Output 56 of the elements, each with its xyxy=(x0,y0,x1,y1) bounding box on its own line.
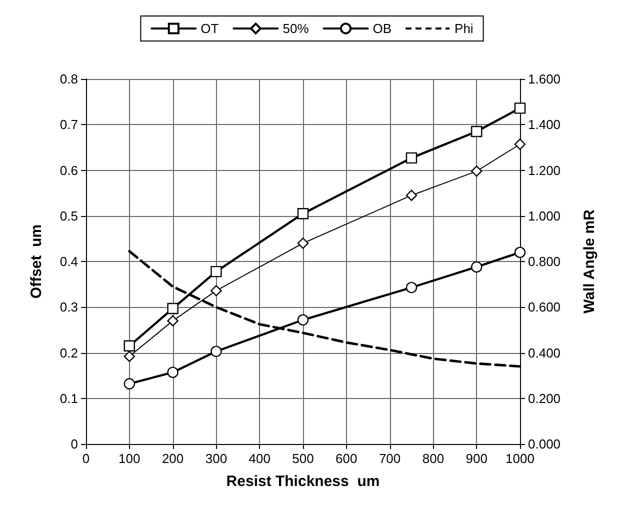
legend-label: OT xyxy=(200,21,219,36)
point xyxy=(297,238,309,249)
x-tick-label: 800 xyxy=(422,451,444,466)
y-tick-label: 0.5 xyxy=(60,208,78,224)
x-tick-label: 200 xyxy=(162,451,184,466)
point xyxy=(167,302,178,314)
point xyxy=(297,314,309,326)
y2-tick-label: 0.800 xyxy=(528,254,561,269)
y2-tick-label: 0.600 xyxy=(528,300,561,315)
x-tick-label: 100 xyxy=(118,451,140,466)
y2-tick-label: 1.600 xyxy=(528,72,561,86)
y-tick-label: 0.8 xyxy=(60,72,78,86)
point xyxy=(167,315,178,326)
x-tick-label: 0 xyxy=(82,451,90,466)
point xyxy=(124,350,135,362)
y2-tick-label: 0.000 xyxy=(528,436,561,452)
point xyxy=(406,282,418,294)
point xyxy=(471,126,482,138)
y2-tick-label: 0.200 xyxy=(528,390,561,406)
point xyxy=(514,246,526,258)
x-tick-label: 1000 xyxy=(506,451,534,466)
y2-tick-label: 1.200 xyxy=(528,162,561,178)
point xyxy=(124,340,135,352)
x-tick-label: 300 xyxy=(205,451,228,466)
x-axis-title: Resist Thickness um xyxy=(226,473,380,490)
y-tick-label: 0.1 xyxy=(60,390,78,406)
point xyxy=(167,366,178,378)
y-tick-label: 0 xyxy=(70,436,78,452)
y-tick-label: 0.6 xyxy=(60,162,78,178)
x-tick-label: 500 xyxy=(292,451,314,466)
y-axis-title: Offset um xyxy=(28,224,45,299)
point xyxy=(471,261,482,273)
point xyxy=(471,166,482,177)
y-tick-label: 0.3 xyxy=(60,300,78,315)
point xyxy=(210,266,222,278)
y-tick-label: 0.7 xyxy=(60,117,78,132)
y2-axis-title: Wall Angle mR xyxy=(581,209,598,314)
y-tick-label: 0.4 xyxy=(60,254,78,269)
point xyxy=(297,208,309,220)
y2-tick-label: 1.400 xyxy=(528,117,561,132)
point xyxy=(406,190,418,201)
y2-tick-label: 0.400 xyxy=(528,345,561,360)
legend-label: Phi xyxy=(454,21,474,36)
x-tick-label: 600 xyxy=(336,451,358,466)
x-tick-label: 900 xyxy=(466,451,488,466)
legend-label: 50% xyxy=(282,21,310,36)
x-tick-label: 700 xyxy=(378,451,401,466)
point xyxy=(514,102,526,114)
point xyxy=(210,346,222,357)
x-tick-label: 400 xyxy=(248,451,270,466)
point xyxy=(124,378,135,390)
y-tick-label: 0.2 xyxy=(60,345,78,360)
point xyxy=(406,152,418,164)
legend-label: OB xyxy=(372,21,392,36)
y2-tick-label: 1.000 xyxy=(528,208,561,224)
point xyxy=(210,285,222,296)
